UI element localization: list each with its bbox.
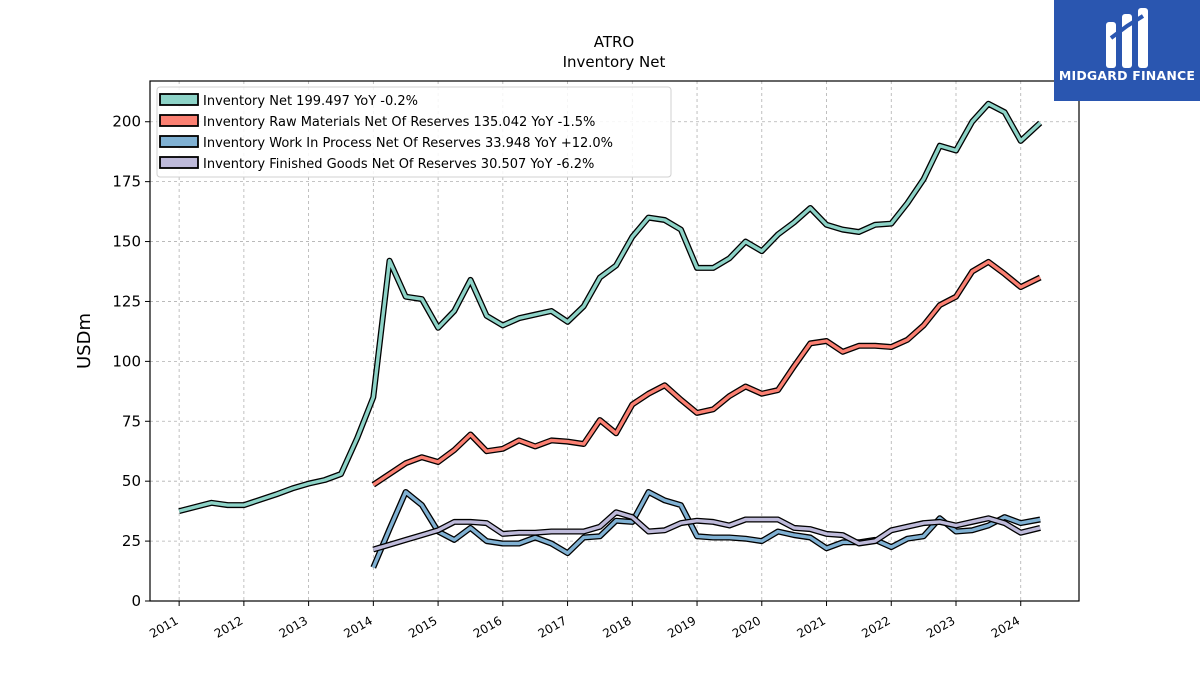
legend-entry: Inventory Net 199.497 YoY -0.2% — [203, 94, 418, 109]
brand-name: MIDGARD FINANCE — [1058, 68, 1196, 83]
x-tick-label: 2011 — [147, 613, 180, 640]
y-tick-label: 200 — [112, 113, 141, 131]
legend-swatch — [159, 93, 199, 106]
y-tick-label: 0 — [131, 592, 141, 610]
y-axis-label: USDm — [74, 313, 95, 369]
y-tick-label: 175 — [112, 173, 141, 191]
chart-subtitle: Inventory Net — [563, 53, 666, 71]
x-tick-label: 2018 — [600, 613, 633, 640]
x-tick-label: 2021 — [795, 613, 828, 640]
x-tick-label: 2017 — [536, 613, 569, 640]
x-tick-label: 2016 — [471, 613, 504, 640]
x-tick-label: 2014 — [341, 613, 374, 640]
x-tick-label: 2024 — [989, 613, 1022, 640]
brand-logo: MIDGARD FINANCE — [1054, 0, 1200, 101]
series-line-4 — [372, 510, 1041, 552]
x-tick-label: 2020 — [730, 613, 763, 640]
legend-entry: Inventory Raw Materials Net Of Reserves … — [203, 115, 595, 130]
chart-title: ATRO — [594, 33, 635, 51]
series-line-outline — [371, 258, 1042, 488]
legend-swatch — [159, 156, 199, 169]
x-tick-label: 2012 — [212, 613, 245, 640]
series-line-3 — [371, 490, 1041, 569]
plot-frame — [149, 80, 1080, 602]
y-tick-label: 100 — [112, 352, 141, 370]
x-tick-label: 2013 — [277, 613, 310, 640]
legend-entry: Inventory Finished Goods Net Of Reserves… — [203, 157, 594, 172]
x-tick-label: 2022 — [859, 613, 892, 640]
y-tick-label: 50 — [122, 472, 141, 490]
x-tick-label: 2019 — [665, 613, 698, 640]
legend-swatch — [159, 114, 199, 127]
x-tick-label: 2023 — [924, 613, 957, 640]
series-line-2 — [372, 260, 1041, 487]
legend: Inventory Net 199.497 YoY -0.2% Inventory… — [156, 86, 672, 178]
y-tick-label: 25 — [122, 532, 141, 550]
series-line-1 — [178, 102, 1042, 513]
legend-box — [156, 86, 672, 178]
legend-entry: Inventory Work In Process Net Of Reserve… — [203, 136, 613, 151]
midgard-logo-icon — [1106, 8, 1148, 68]
series-layer — [178, 100, 1043, 569]
legend-swatch — [159, 135, 199, 148]
y-tick-label: 150 — [112, 233, 141, 251]
y-tick-label: 125 — [112, 292, 141, 310]
y-tick-label: 75 — [122, 412, 141, 430]
x-tick-label: 2015 — [406, 613, 439, 640]
